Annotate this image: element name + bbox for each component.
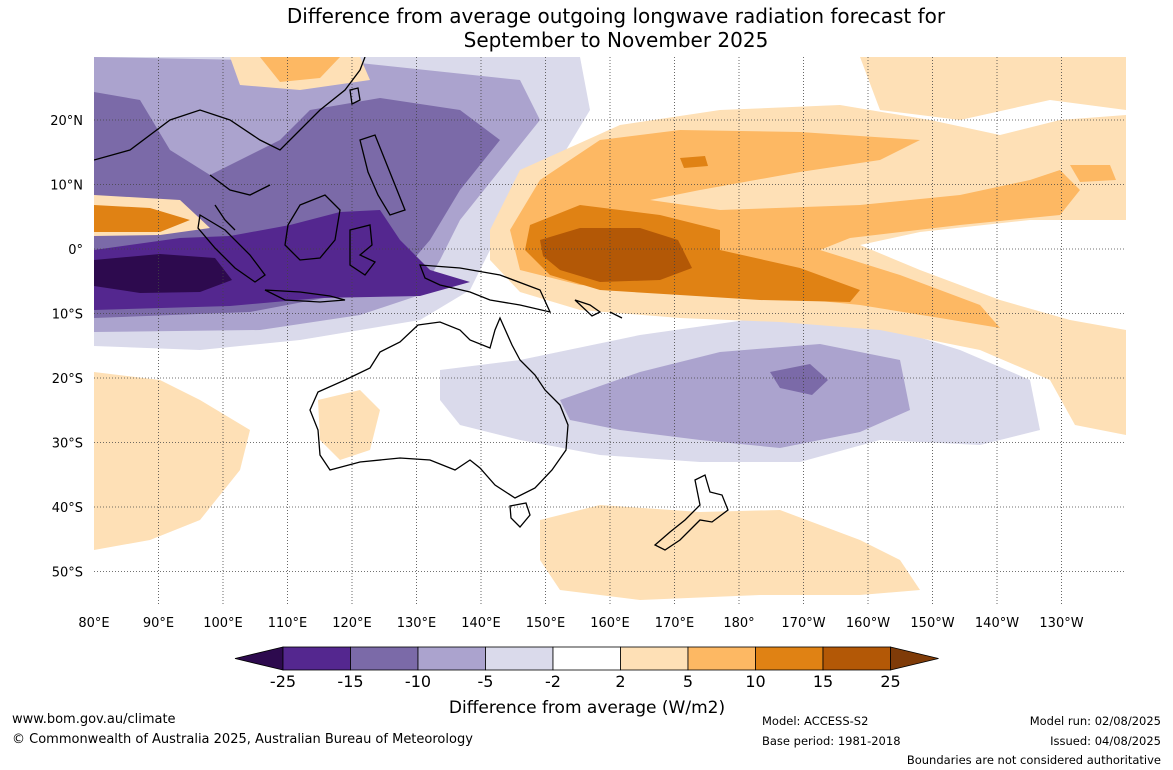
colorbar-swatch bbox=[687, 646, 756, 671]
colorbar-swatch bbox=[417, 646, 486, 671]
colorbar-tick-label: -2 bbox=[545, 672, 561, 691]
latitude-label: 50°S bbox=[52, 566, 83, 581]
new-guinea-coastline bbox=[419, 264, 552, 313]
colorbar-extend-low bbox=[234, 646, 284, 671]
longitude-label: 140°E bbox=[461, 616, 501, 631]
coastlines bbox=[94, 57, 729, 551]
longitude-labels: 80°E 90°E 100°E 110°E 120°E 130°E 140°E 150°E 16… bbox=[78, 616, 1083, 631]
latitude-label: 10°N bbox=[50, 179, 83, 194]
colorbar-tick-label: 2 bbox=[615, 672, 625, 691]
latitude-label: 20°N bbox=[50, 114, 83, 129]
sulawesi-coastline bbox=[349, 224, 377, 276]
taiwan-coastline bbox=[349, 87, 361, 105]
colorbar-tick-label: -15 bbox=[337, 672, 363, 691]
boundaries-disclaimer: Boundaries are not considered authoritat… bbox=[906, 753, 1161, 767]
longitude-label: 180° bbox=[723, 616, 754, 631]
longitude-label: 160°E bbox=[590, 616, 630, 631]
sumatra-coastline bbox=[197, 213, 266, 283]
colorbar-tick-label: -10 bbox=[405, 672, 431, 691]
longitude-label: 150°W bbox=[910, 616, 954, 631]
website-text[interactable]: www.bom.gov.au/climate bbox=[12, 712, 176, 727]
tasmania-coastline bbox=[509, 502, 531, 528]
base-period-text: Base period: 1981-2018 bbox=[762, 734, 901, 748]
latitude-label: 0° bbox=[68, 243, 83, 258]
longitude-label: 90°E bbox=[143, 616, 174, 631]
longitude-label: 80°E bbox=[78, 616, 109, 631]
longitude-label: 170°E bbox=[655, 616, 695, 631]
title-line-1: Difference from average outgoing longwav… bbox=[286, 4, 946, 28]
colorbar-swatch bbox=[552, 646, 621, 671]
longitude-label: 130°E bbox=[397, 616, 437, 631]
anomaly-dark-orange bbox=[540, 228, 692, 282]
colorbar: -25 -15 -10 -5 -2 2 5 10 15 25 bbox=[234, 646, 939, 691]
colorbar-swatch bbox=[620, 646, 689, 671]
latitude-labels: 20°N 10°N 0° 10°S 20°S 30°S 40°S 50°S bbox=[50, 114, 83, 581]
issued-text: Issued: 04/08/2025 bbox=[1050, 734, 1161, 748]
borneo-coastline bbox=[284, 194, 341, 261]
copyright-text: © Commonwealth of Australia 2025, Austra… bbox=[12, 732, 473, 747]
model-text: Model: ACCESS-S2 bbox=[762, 714, 869, 728]
anomaly-darkest-purple bbox=[94, 254, 232, 293]
colorbar-tick-label: 15 bbox=[813, 672, 833, 691]
java-coastline bbox=[264, 289, 346, 303]
colorbar-tick-label: -25 bbox=[270, 672, 296, 691]
colorbar-extend-high bbox=[890, 646, 939, 671]
title-line-2: September to November 2025 bbox=[463, 28, 769, 52]
colorbar-swatch bbox=[755, 646, 824, 671]
longitude-label: 120°E bbox=[332, 616, 372, 631]
latitude-label: 30°S bbox=[52, 437, 83, 452]
philippines-coastline bbox=[359, 134, 406, 216]
longitude-label: 170°W bbox=[781, 616, 825, 631]
colorbar-tick-label: 10 bbox=[745, 672, 765, 691]
solomon-islands-coastline bbox=[574, 299, 623, 319]
colorbar-tick-label: -5 bbox=[478, 672, 494, 691]
longitude-label: 130°W bbox=[1039, 616, 1083, 631]
map-grid bbox=[94, 57, 1126, 604]
model-run-text: Model run: 02/08/2025 bbox=[1029, 714, 1161, 728]
colorbar-swatch bbox=[350, 646, 419, 671]
colorbar-swatch bbox=[485, 646, 554, 671]
asia-mainland-coastline bbox=[94, 57, 366, 231]
colorbar-tick-label: 25 bbox=[880, 672, 900, 691]
map-title: Difference from average outgoing longwav… bbox=[0, 4, 1173, 52]
longitude-label: 140°W bbox=[975, 616, 1019, 631]
colorbar-tick-label: 5 bbox=[683, 672, 693, 691]
australia-coastline bbox=[309, 316, 569, 499]
latitude-label: 10°S bbox=[52, 308, 83, 323]
longitude-label: 150°E bbox=[526, 616, 566, 631]
colorbar-title: Difference from average (W/m2) bbox=[449, 698, 725, 718]
colorbar-swatch bbox=[822, 646, 891, 671]
new-zealand-coastline bbox=[653, 474, 729, 551]
latitude-label: 40°S bbox=[52, 501, 83, 516]
map-frame bbox=[94, 57, 1126, 604]
latitude-label: 20°S bbox=[52, 372, 83, 387]
longitude-label: 100°E bbox=[203, 616, 243, 631]
colorbar-swatch bbox=[282, 646, 351, 671]
longitude-label: 110°E bbox=[268, 616, 308, 631]
longitude-label: 160°W bbox=[846, 616, 890, 631]
